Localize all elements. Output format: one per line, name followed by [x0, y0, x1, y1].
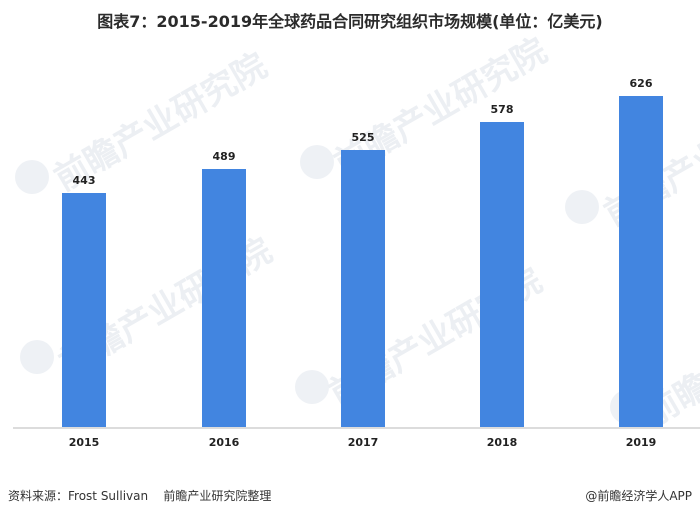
data-label: 626 [629, 77, 653, 90]
x-tick-label: 2018 [486, 436, 518, 449]
bar-2016 [202, 169, 246, 427]
chart-title: 图表7：2015-2019年全球药品合同研究组织市场规模(单位：亿美元) [97, 12, 603, 31]
data-label: 489 [212, 150, 236, 163]
x-tick-label: 2016 [208, 436, 240, 449]
watermark-logo-icon [295, 370, 329, 404]
watermark-logo-icon [565, 190, 599, 224]
watermark-logo-icon [15, 160, 49, 194]
bar-2017 [341, 150, 385, 427]
bar-2018 [480, 122, 524, 427]
source-note: 资料来源：Frost Sullivan 前瞻产业研究院整理 [8, 489, 272, 503]
watermark-logo-icon [20, 340, 54, 374]
x-tick-label: 2019 [625, 436, 657, 449]
bar-2019 [619, 96, 663, 427]
watermark-logo-icon [300, 145, 334, 179]
credit-note: @前瞻经济学人APP [585, 489, 692, 503]
x-tick-label: 2017 [347, 436, 379, 449]
bar-2015 [62, 193, 106, 427]
data-label: 443 [72, 174, 96, 187]
x-tick-label: 2015 [68, 436, 100, 449]
x-axis-line [13, 427, 700, 429]
data-label: 578 [490, 103, 514, 116]
data-label: 525 [351, 131, 375, 144]
